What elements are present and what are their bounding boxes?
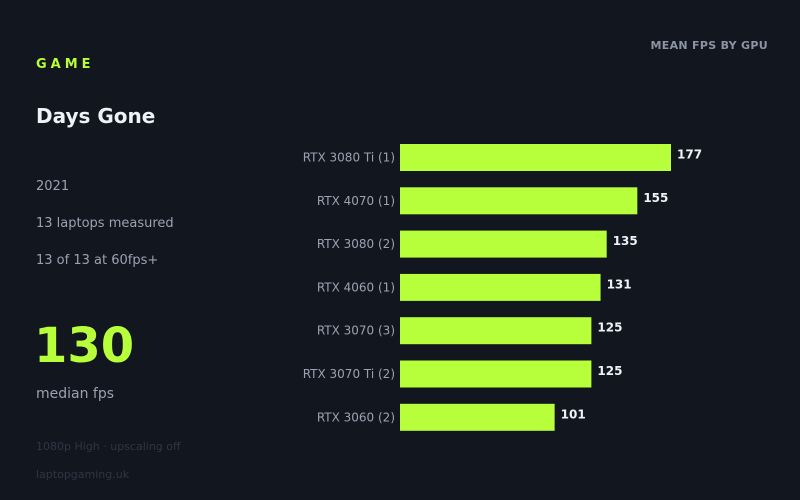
test-settings: 1080p High · upscaling off [36, 440, 181, 453]
category-label-3: RTX 4060 (1) [317, 280, 395, 294]
bar-5 [400, 360, 592, 388]
bar-3 [400, 273, 601, 301]
median-fps-value: 130 [34, 318, 135, 374]
source-credit: laptopgaming.uk [36, 468, 130, 481]
bar-1 [400, 187, 638, 215]
bar-4 [400, 317, 592, 345]
median-fps-label: median fps [36, 386, 115, 402]
bar-2 [400, 230, 607, 258]
value-label-3: 131 [607, 277, 632, 291]
section-kicker: GAME [36, 57, 95, 72]
bar-6 [400, 403, 555, 431]
category-label-0: RTX 3080 Ti (1) [303, 151, 395, 165]
laptops-measured: 13 laptops measured [36, 216, 174, 231]
at-60fps-count: 13 of 13 at 60fps+ [36, 253, 159, 268]
bar-0 [400, 144, 671, 171]
game-title: Days Gone [36, 104, 156, 128]
value-label-5: 125 [597, 364, 622, 378]
category-label-4: RTX 3070 (3) [317, 324, 395, 338]
category-label-1: RTX 4070 (1) [317, 194, 395, 208]
value-label-6: 101 [561, 407, 586, 421]
value-label-0: 177 [677, 148, 702, 162]
value-label-4: 125 [597, 321, 622, 335]
category-label-6: RTX 3060 (2) [317, 410, 395, 424]
chart-title: MEAN FPS BY GPU [650, 39, 768, 52]
value-label-2: 135 [613, 234, 638, 248]
release-year: 2021 [36, 179, 70, 194]
category-label-5: RTX 3070 Ti (2) [303, 367, 395, 381]
category-label-2: RTX 3080 (2) [317, 237, 395, 251]
value-label-1: 155 [643, 191, 668, 205]
